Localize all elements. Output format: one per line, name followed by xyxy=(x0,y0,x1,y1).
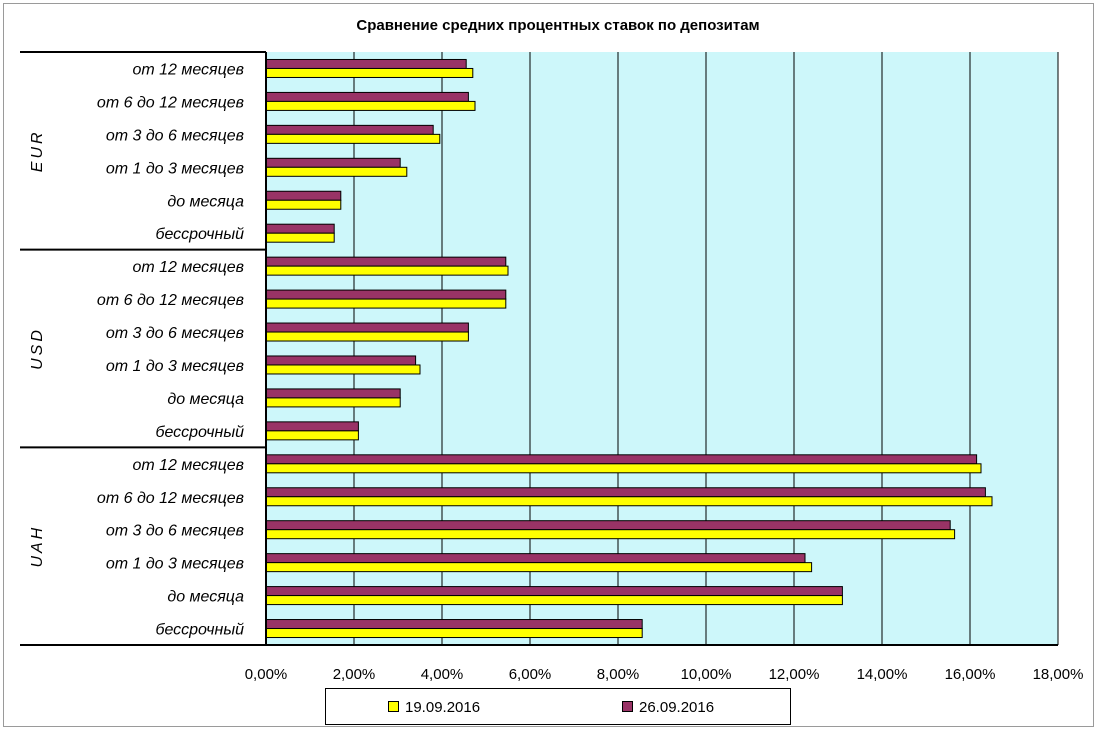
bar-series-2 xyxy=(265,388,401,399)
x-tick-label: 14,00% xyxy=(857,666,908,683)
x-tick-label: 2,00% xyxy=(333,666,376,683)
category-label: до месяца xyxy=(167,193,244,210)
bar-series-2 xyxy=(265,190,342,201)
bar-series-1 xyxy=(265,133,441,144)
x-tick-label: 4,00% xyxy=(421,666,464,683)
legend: 19.09.2016 26.09.2016 xyxy=(325,688,791,725)
legend-item-series-2: 26.09.2016 xyxy=(622,699,714,716)
category-label: от 1 до 3 месяцев xyxy=(106,358,244,375)
bar-series-2 xyxy=(265,289,507,300)
category-label: от 3 до 6 месяцев xyxy=(106,127,244,144)
bar-series-1 xyxy=(265,100,476,111)
category-label: от 12 месяцев xyxy=(132,259,244,276)
group-label: USD xyxy=(29,327,46,370)
bars xyxy=(265,58,993,639)
bar-series-1 xyxy=(265,463,982,474)
bar-series-1 xyxy=(265,397,401,408)
bar-series-1 xyxy=(265,562,813,573)
bar-series-1 xyxy=(265,628,643,639)
category-label: от 6 до 12 месяцев xyxy=(97,292,244,309)
legend-swatch-series-2 xyxy=(622,701,633,712)
x-tick-label: 10,00% xyxy=(681,666,732,683)
category-label: бессрочный xyxy=(155,226,244,243)
category-label: от 3 до 6 месяцев xyxy=(106,523,244,540)
legend-item-series-1: 19.09.2016 xyxy=(388,699,480,716)
bar-series-2 xyxy=(265,619,643,630)
legend-label-series-2: 26.09.2016 xyxy=(639,699,715,716)
bar-series-2 xyxy=(265,355,417,366)
x-tick-label: 12,00% xyxy=(769,666,820,683)
bar-series-2 xyxy=(265,520,951,531)
category-label: до месяца xyxy=(167,391,244,408)
bar-series-1 xyxy=(265,364,421,375)
bar-series-1 xyxy=(265,430,359,441)
bar-series-1 xyxy=(265,265,509,276)
bar-series-2 xyxy=(265,256,507,267)
x-tick-label: 18,00% xyxy=(1033,666,1084,683)
gridlines xyxy=(353,52,1059,645)
legend-swatch-series-1 xyxy=(388,701,399,712)
bar-series-1 xyxy=(265,166,408,177)
x-tick-label: 6,00% xyxy=(509,666,552,683)
labels: 0,00% 2,00% 4,00% 6,00% 8,00% 10,00% 12,00% 14,… xyxy=(29,61,1083,683)
axes xyxy=(20,51,1058,646)
group-label: UAH xyxy=(29,525,46,568)
bar-series-2 xyxy=(265,157,401,168)
group-label: EUR xyxy=(29,129,46,172)
bar-series-2 xyxy=(265,586,843,597)
bar-series-2 xyxy=(265,454,978,465)
legend-label-series-1: 19.09.2016 xyxy=(405,699,481,716)
category-label: от 1 до 3 месяцев xyxy=(106,160,244,177)
bar-series-1 xyxy=(265,496,993,507)
bar-series-1 xyxy=(265,529,956,540)
bar-series-1 xyxy=(265,331,469,342)
x-tick-label: 16,00% xyxy=(945,666,996,683)
category-label: от 3 до 6 месяцев xyxy=(106,325,244,342)
category-label: бессрочный xyxy=(155,622,244,639)
bar-series-1 xyxy=(265,298,507,309)
bar-series-1 xyxy=(265,232,335,243)
plot-background xyxy=(266,52,1058,645)
bar-series-1 xyxy=(265,199,342,210)
bar-series-2 xyxy=(265,223,335,234)
bar-series-2 xyxy=(265,487,986,498)
x-tick-label: 0,00% xyxy=(245,666,288,683)
category-label: от 6 до 12 месяцев xyxy=(97,94,244,111)
bar-series-2 xyxy=(265,322,469,333)
plot-area xyxy=(266,52,1058,645)
bar-series-2 xyxy=(265,91,469,102)
bar-series-1 xyxy=(265,67,474,78)
x-tick-label: 8,00% xyxy=(597,666,640,683)
category-label: от 6 до 12 месяцев xyxy=(97,490,244,507)
chart-title: Сравнение средних процентных ставок по д… xyxy=(356,17,760,34)
bar-series-2 xyxy=(265,58,467,69)
category-label: от 12 месяцев xyxy=(132,61,244,78)
category-label: от 1 до 3 месяцев xyxy=(106,556,244,573)
bar-series-2 xyxy=(265,553,806,564)
category-label: от 12 месяцев xyxy=(132,457,244,474)
category-label: до месяца xyxy=(167,589,244,606)
bar-series-2 xyxy=(265,421,359,432)
bar-series-1 xyxy=(265,595,843,606)
category-label: бессрочный xyxy=(155,424,244,441)
bar-series-2 xyxy=(265,124,434,135)
